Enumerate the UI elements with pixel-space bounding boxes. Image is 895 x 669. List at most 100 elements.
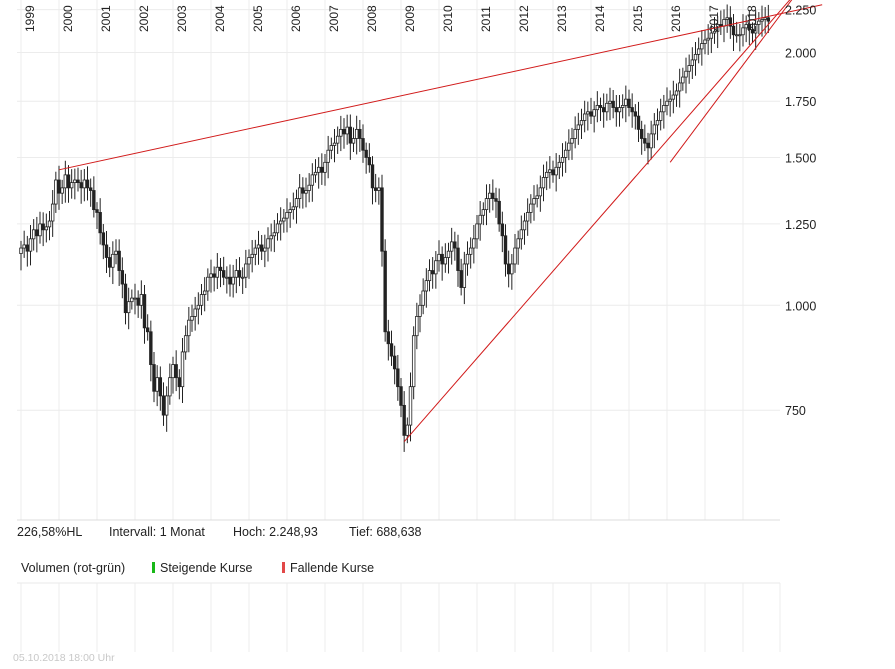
- candle: [161, 382, 166, 426]
- x-tick-1999: 1999: [23, 5, 37, 32]
- candle: [19, 240, 23, 271]
- y-tick-1500: 1.500: [785, 151, 816, 165]
- candle: [548, 156, 552, 189]
- candle-body: [535, 195, 539, 199]
- candle: [228, 264, 232, 297]
- candle: [437, 240, 441, 272]
- candle: [288, 202, 292, 228]
- y-tick-1250: 1.250: [785, 218, 816, 232]
- candle: [443, 243, 448, 273]
- x-tick-2018: 2018: [745, 5, 759, 32]
- candle: [589, 97, 593, 124]
- candle: [199, 283, 204, 316]
- legend-falling-label: Fallende Kurse: [290, 561, 375, 575]
- candle: [415, 302, 419, 350]
- candle-body: [437, 253, 441, 262]
- candle-body: [19, 247, 23, 254]
- candle: [50, 190, 55, 237]
- candle: [76, 167, 80, 192]
- candle-body: [28, 238, 33, 252]
- x-tick-2011: 2011: [479, 6, 493, 32]
- candle: [576, 112, 581, 145]
- candle: [684, 57, 688, 94]
- candle-body: [221, 270, 226, 278]
- candle: [313, 159, 318, 183]
- candle: [278, 207, 283, 241]
- x-tick-2005: 2005: [251, 5, 265, 32]
- candle: [196, 292, 201, 325]
- candle: [142, 285, 147, 344]
- candle-body: [690, 59, 695, 66]
- candle: [380, 174, 384, 267]
- candle-body: [522, 220, 527, 231]
- candle: [665, 87, 669, 116]
- candle: [712, 16, 717, 44]
- candle: [320, 153, 324, 185]
- candle-body: [525, 212, 530, 222]
- candle-body: [247, 257, 251, 265]
- candle-body: [240, 276, 245, 279]
- candle: [168, 363, 172, 405]
- candle-body: [41, 223, 45, 231]
- candle: [516, 230, 520, 265]
- candle-body: [605, 102, 609, 113]
- candle-body: [503, 235, 508, 265]
- volume-panel-grid: [17, 582, 781, 652]
- candle-body: [725, 17, 729, 20]
- candle-body: [570, 138, 574, 144]
- candle-body: [655, 120, 660, 126]
- candle: [101, 224, 106, 260]
- candle-body: [256, 244, 261, 249]
- candle-body: [133, 297, 137, 300]
- candle-body: [332, 142, 337, 146]
- candle-body: [237, 270, 242, 278]
- candle-body: [183, 335, 188, 353]
- candle-body: [576, 124, 581, 130]
- candle: [231, 264, 235, 298]
- candle-body: [738, 34, 742, 37]
- candle-body: [145, 327, 150, 333]
- candle: [681, 67, 685, 91]
- candle: [459, 258, 463, 296]
- candle-body: [674, 90, 679, 96]
- candle: [342, 118, 346, 149]
- candle-body: [294, 198, 299, 208]
- candle-body: [671, 94, 676, 100]
- candle-body: [358, 128, 362, 139]
- candle-body: [709, 32, 714, 39]
- candle: [421, 278, 425, 315]
- candle-body: [361, 138, 365, 151]
- candle-body: [418, 304, 422, 317]
- candle: [266, 227, 270, 262]
- candle-body: [304, 190, 308, 194]
- candle: [519, 215, 524, 250]
- candle-body: [586, 111, 590, 115]
- candle-body: [351, 138, 356, 144]
- candle: [500, 211, 505, 253]
- candle-body: [320, 166, 324, 173]
- candle: [392, 345, 397, 385]
- candle-body: [130, 297, 134, 303]
- candle: [152, 351, 156, 403]
- candle: [636, 101, 641, 143]
- candle-body: [519, 229, 524, 240]
- candle-body: [510, 263, 514, 275]
- candle: [693, 41, 698, 76]
- candle-body: [285, 212, 289, 219]
- candle: [728, 6, 733, 39]
- candle: [440, 246, 444, 281]
- candle-body: [687, 65, 691, 72]
- candle-body: [215, 266, 220, 278]
- candle-body: [212, 273, 216, 278]
- candle: [655, 108, 660, 141]
- candle: [370, 156, 375, 205]
- candle-body: [611, 100, 615, 108]
- candle: [38, 211, 42, 244]
- candle: [741, 14, 745, 47]
- candle: [386, 319, 391, 361]
- candle: [263, 234, 267, 268]
- candle: [88, 178, 93, 207]
- candle: [256, 230, 261, 265]
- candle: [747, 10, 752, 45]
